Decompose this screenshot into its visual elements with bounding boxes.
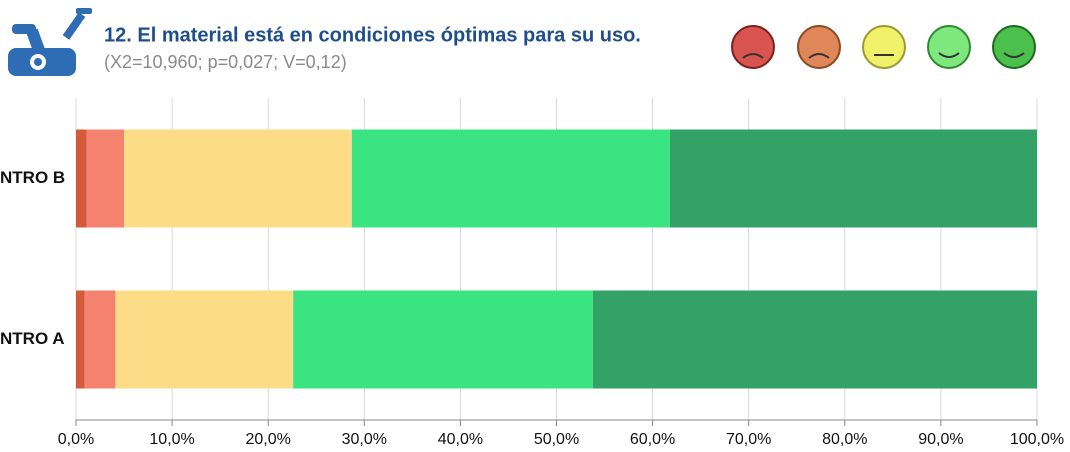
x-tick-label: 90,0% — [918, 431, 963, 448]
bar-segment — [293, 290, 594, 389]
chart-title: 12. El material está en condiciones ópti… — [104, 24, 641, 46]
bike-icon — [8, 8, 92, 76]
x-tick-label: 20,0% — [246, 431, 291, 448]
bar-segment — [669, 129, 1037, 228]
chart-subtitle: (X2=10,960; p=0,027; V=0,12) — [104, 52, 347, 72]
bar-segment — [124, 129, 352, 228]
x-tick-label: 40,0% — [438, 431, 483, 448]
bar-segment — [84, 290, 116, 389]
bar-segment — [593, 290, 1037, 389]
bar-segment — [115, 290, 294, 389]
x-tick-label: 0,0% — [58, 431, 94, 448]
bar-segment — [76, 290, 85, 389]
face-icons — [731, 25, 1036, 69]
bar-segment — [76, 129, 87, 228]
x-tick-label: 10,0% — [149, 431, 194, 448]
x-tick-label: 70,0% — [726, 431, 771, 448]
bar-segment — [351, 129, 670, 228]
bar-segment — [86, 129, 125, 228]
y-tick-label: NTRO A — [0, 329, 65, 348]
x-tick-label: 100,0% — [1010, 431, 1064, 448]
x-tick-label: 30,0% — [342, 431, 387, 448]
x-tick-label: 50,0% — [534, 431, 579, 448]
x-tick-label: 60,0% — [630, 431, 675, 448]
x-tick-label: 80,0% — [822, 431, 867, 448]
y-tick-label: NTRO B — [0, 168, 65, 187]
